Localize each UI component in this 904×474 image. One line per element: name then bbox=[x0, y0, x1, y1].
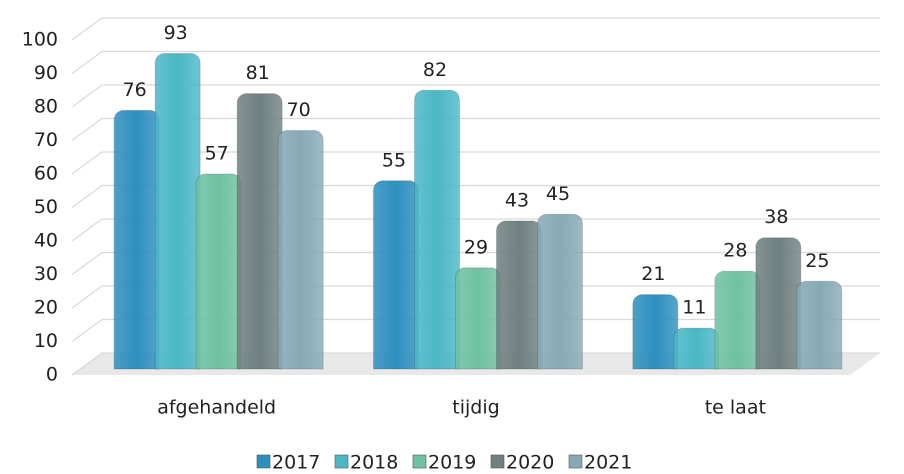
bar bbox=[537, 213, 583, 370]
bar bbox=[277, 130, 324, 370]
legend-swatch bbox=[490, 454, 505, 469]
legend-swatch bbox=[412, 454, 427, 469]
grid-line bbox=[71, 17, 880, 41]
bar bbox=[455, 267, 501, 370]
y-tick-label: 10 bbox=[34, 330, 58, 352]
grid-line bbox=[71, 251, 880, 275]
data-label: 70 bbox=[287, 99, 311, 121]
y-tick-label: 40 bbox=[34, 230, 58, 252]
y-tick-label: 60 bbox=[34, 163, 58, 185]
grid-line bbox=[71, 151, 880, 175]
bar bbox=[796, 280, 843, 370]
legend-label: 2017 bbox=[272, 452, 320, 474]
data-label: 43 bbox=[505, 189, 529, 211]
y-tick-label: 30 bbox=[34, 263, 58, 285]
y-tick-label: 90 bbox=[34, 62, 58, 84]
data-label: 28 bbox=[723, 240, 747, 262]
data-label: 81 bbox=[246, 62, 270, 84]
data-label: 55 bbox=[382, 149, 406, 171]
data-label: 11 bbox=[682, 297, 706, 319]
y-tick-label: 100 bbox=[22, 29, 58, 51]
bar bbox=[496, 220, 542, 370]
x-tick-label: afgehandeld bbox=[157, 397, 276, 419]
grid-line bbox=[71, 117, 880, 141]
bar bbox=[154, 52, 201, 370]
data-label: 21 bbox=[641, 263, 665, 285]
legend-swatch bbox=[568, 454, 583, 469]
y-tick-label: 70 bbox=[34, 129, 58, 151]
y-tick-label: 80 bbox=[34, 96, 58, 118]
y-tick-label: 0 bbox=[46, 364, 58, 386]
x-tick-label: te laat bbox=[705, 397, 766, 419]
legend-swatch bbox=[334, 454, 349, 469]
y-tick-label: 20 bbox=[34, 297, 58, 319]
data-label: 25 bbox=[805, 250, 829, 272]
grid-line bbox=[71, 84, 880, 108]
grid-line bbox=[71, 218, 880, 242]
data-label: 76 bbox=[123, 79, 147, 101]
bar bbox=[673, 327, 720, 370]
data-label: 57 bbox=[205, 143, 229, 165]
grid-line bbox=[71, 285, 880, 309]
grid-line bbox=[71, 184, 880, 208]
y-tick-label: 50 bbox=[34, 196, 58, 218]
bar bbox=[195, 173, 242, 370]
bar bbox=[714, 270, 761, 370]
data-label: 45 bbox=[546, 183, 570, 205]
grid-line bbox=[71, 50, 880, 74]
bar bbox=[373, 180, 419, 370]
bar bbox=[414, 89, 460, 370]
bar bbox=[113, 109, 160, 370]
bar bbox=[632, 294, 679, 370]
legend-label: 2019 bbox=[428, 452, 476, 474]
grid-line bbox=[71, 352, 880, 376]
data-label: 29 bbox=[464, 236, 488, 258]
data-label: 38 bbox=[764, 206, 788, 228]
bar bbox=[236, 93, 283, 370]
data-label: 93 bbox=[164, 22, 188, 44]
legend-swatch bbox=[256, 454, 271, 469]
legend-label: 2021 bbox=[584, 452, 632, 474]
legend-label: 2018 bbox=[350, 452, 398, 474]
x-tick-label: tijdig bbox=[452, 397, 499, 419]
bar bbox=[755, 237, 802, 370]
data-label: 82 bbox=[423, 59, 447, 81]
legend-label: 2020 bbox=[506, 452, 554, 474]
grid-line bbox=[71, 318, 880, 342]
